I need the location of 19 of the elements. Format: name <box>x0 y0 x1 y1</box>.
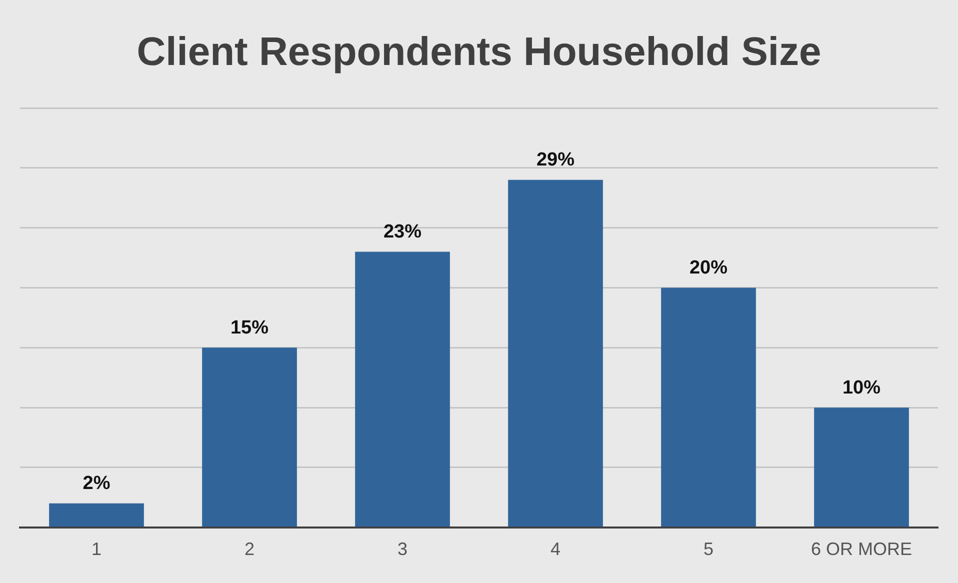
x-tick-label: 2 <box>244 539 255 560</box>
chart-title: Client Respondents Household Size <box>136 30 822 74</box>
x-tick-label: 1 <box>91 539 102 560</box>
x-tick-label: 3 <box>397 539 408 560</box>
data-label: 23% <box>383 222 422 243</box>
x-tick-label: 5 <box>703 539 714 560</box>
data-label: 15% <box>230 317 269 338</box>
data-label: 10% <box>842 377 881 398</box>
x-tick-label: 6 OR MORE <box>810 539 912 560</box>
bar <box>355 252 450 527</box>
bar <box>49 503 144 527</box>
bar <box>202 348 297 527</box>
bar <box>661 288 756 527</box>
bar <box>508 180 603 527</box>
data-label: 20% <box>689 257 728 278</box>
data-label: 2% <box>82 473 110 494</box>
data-label: 29% <box>536 150 575 171</box>
x-tick-label: 4 <box>550 539 561 560</box>
bar <box>814 408 909 527</box>
